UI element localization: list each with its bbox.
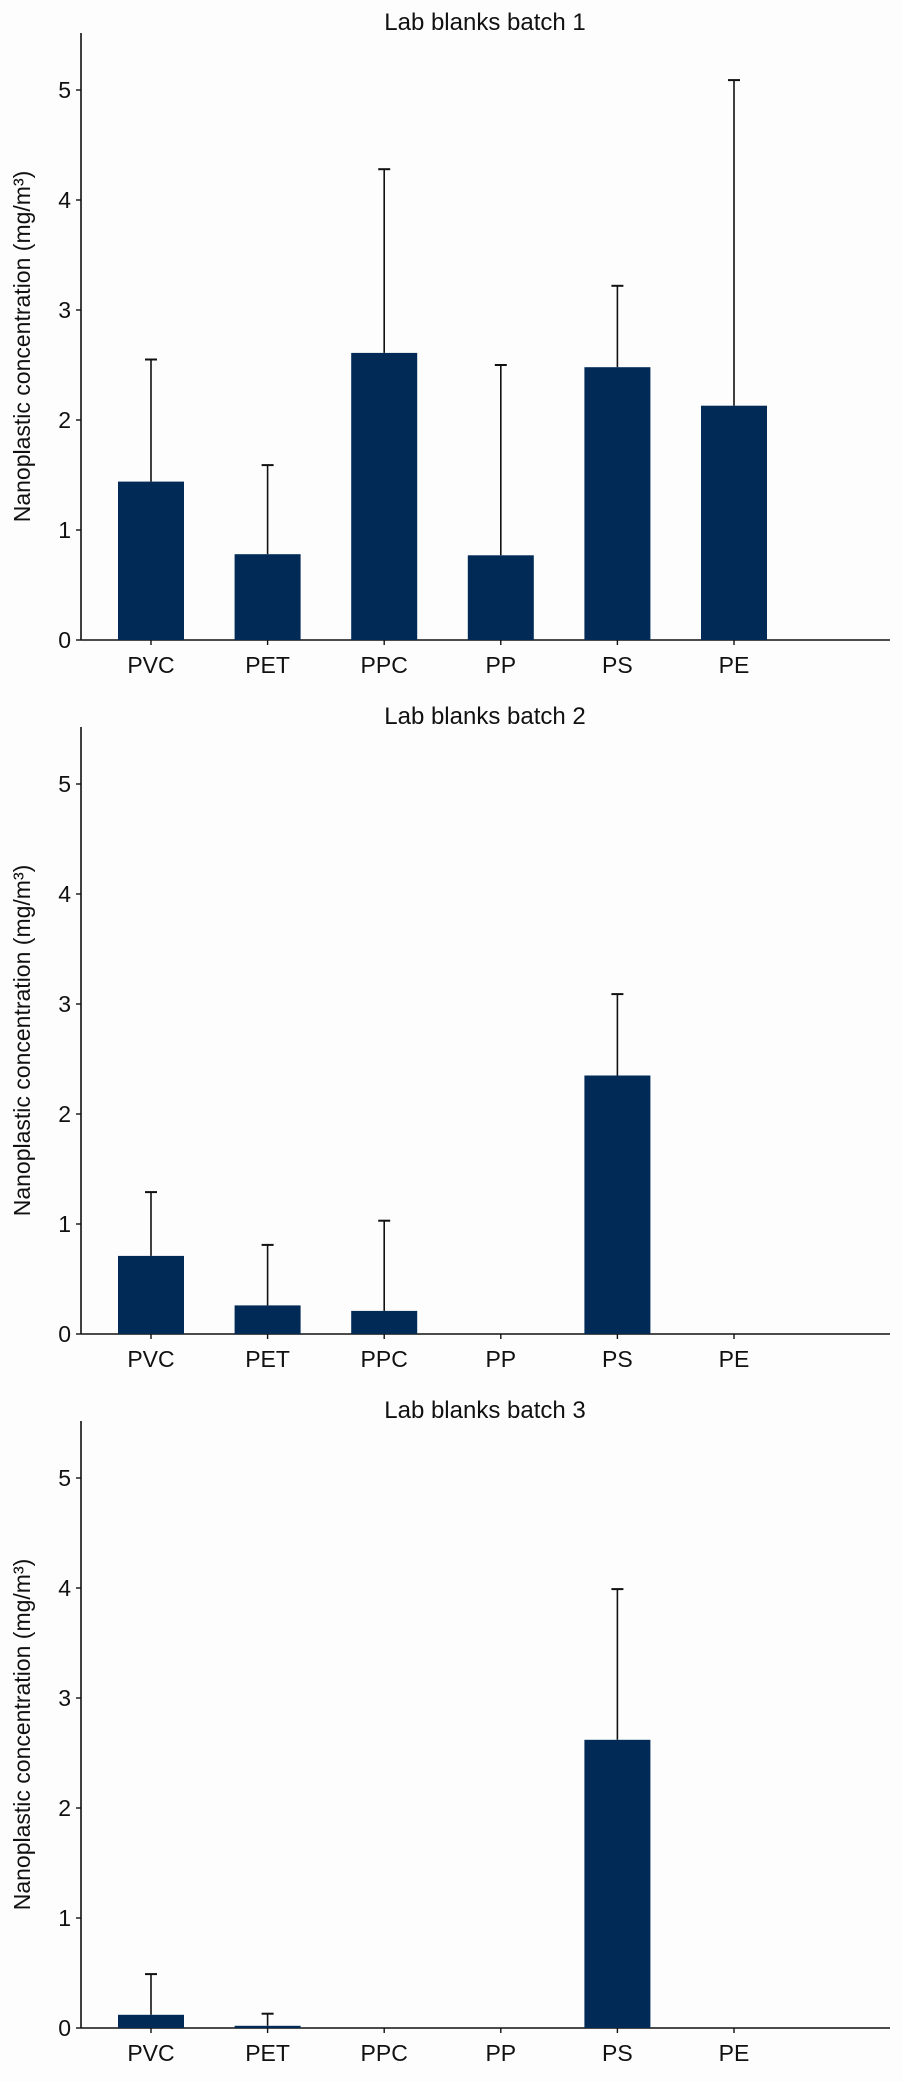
x-tick-label: PP [485,2040,516,2066]
x-tick-label: PVC [127,1346,174,1372]
bar-chart-panel: Lab blanks batch 1 Nanoplastic concentrat… [9,9,890,678]
bar-ps [584,1739,651,2028]
bar-pvc [118,1255,184,1334]
y-tick-label: 0 [58,2015,71,2041]
bar-pet [234,2025,301,2028]
chart-title: Lab blanks batch 3 [384,1397,585,1424]
y-tick-label: 4 [58,1575,71,1601]
x-tick-label: PP [485,1346,516,1372]
bar-pvc [118,481,184,640]
chart-title: Lab blanks batch 1 [384,9,585,36]
y-tick-label: 2 [58,1795,71,1821]
y-tick-label: 5 [58,77,71,103]
y-axis-label: Nanoplastic concentration (mg/m³) [9,1559,35,1911]
x-tick-label: PPC [361,1346,408,1372]
bar-chart-panel: Lab blanks batch 3 Nanoplastic concentrat… [9,1397,890,2066]
x-tick-label: PVC [127,2040,174,2066]
bar-ppc [351,1310,418,1334]
bar-pp [467,555,534,640]
chart-title: Lab blanks batch 2 [384,703,585,730]
bar-ps [584,367,651,640]
y-tick-label: 4 [58,881,71,907]
y-tick-label: 3 [58,1685,71,1711]
y-tick-label: 1 [58,517,71,543]
y-tick-label: 1 [58,1905,71,1931]
bar-pvc [118,2014,184,2028]
y-tick-label: 3 [58,297,71,323]
bar-ps [584,1075,651,1334]
bar-chart-panel: Lab blanks batch 2 Nanoplastic concentrat… [9,703,890,1372]
y-tick-label: 0 [58,1321,71,1347]
x-tick-label: PE [719,1346,750,1372]
y-tick-label: 2 [58,1101,71,1127]
y-tick-label: 2 [58,407,71,433]
bar-pet [234,1305,301,1334]
x-tick-label: PET [245,652,290,678]
y-tick-label: 4 [58,187,71,213]
x-tick-label: PP [485,652,516,678]
x-tick-label: PS [602,652,633,678]
x-tick-label: PET [245,1346,290,1372]
y-axis-label: Nanoplastic concentration (mg/m³) [9,865,35,1217]
x-tick-label: PE [719,652,750,678]
bar-pet [234,554,301,640]
x-tick-label: PS [602,2040,633,2066]
x-tick-label: PPC [361,2040,408,2066]
y-tick-label: 0 [58,627,71,653]
y-tick-label: 5 [58,1465,71,1491]
x-tick-label: PPC [361,652,408,678]
x-tick-label: PS [602,1346,633,1372]
x-tick-label: PE [719,2040,750,2066]
x-tick-label: PVC [127,652,174,678]
y-tick-label: 1 [58,1211,71,1237]
y-axis-label: Nanoplastic concentration (mg/m³) [9,171,35,523]
x-tick-label: PET [245,2040,290,2066]
bar-ppc [351,352,418,640]
y-tick-label: 3 [58,991,71,1017]
bar-pe [701,405,767,640]
y-tick-label: 5 [58,771,71,797]
